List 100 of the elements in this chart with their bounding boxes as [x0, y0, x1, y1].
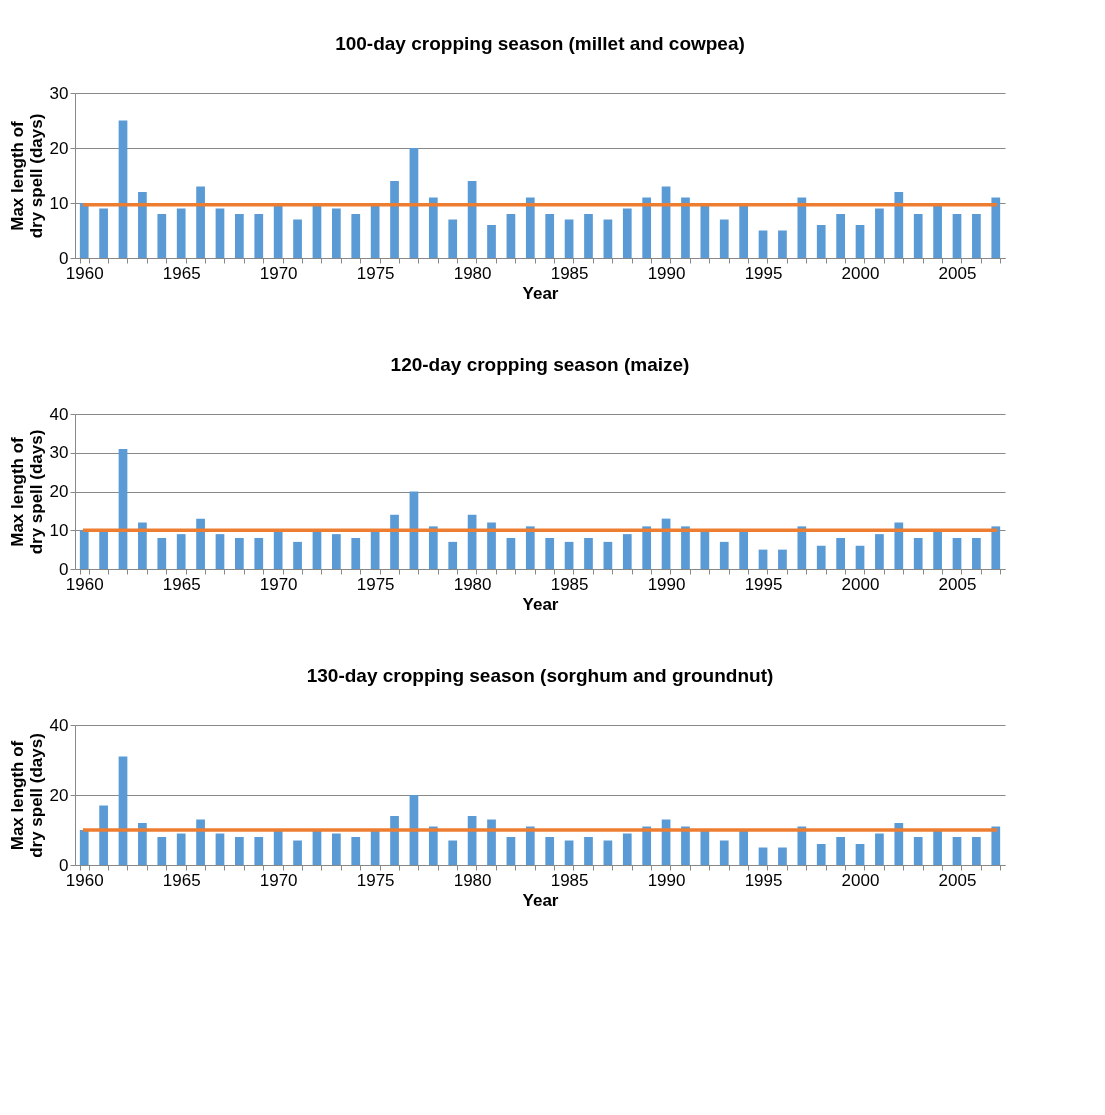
x-tick-label: 1980 — [453, 870, 492, 890]
bar — [622, 534, 632, 569]
x-tick-label: 1980 — [453, 263, 492, 283]
x-tick-label: 1990 — [647, 574, 686, 594]
x-tick-label: 1975 — [356, 263, 395, 283]
x-tick-label: 1975 — [356, 574, 395, 594]
x-tick-label: 1965 — [162, 263, 201, 283]
x-tick-label: 1970 — [259, 574, 298, 594]
bar — [254, 214, 264, 258]
bar — [700, 203, 710, 258]
x-axis-title: Year — [522, 890, 559, 910]
y-tick-label: 30 — [49, 83, 69, 103]
bar — [603, 541, 613, 569]
bar — [254, 538, 264, 569]
bar — [254, 837, 264, 865]
bar — [545, 538, 555, 569]
bar — [487, 522, 496, 569]
bar — [972, 214, 981, 258]
x-tick-label: 1990 — [647, 870, 686, 890]
bar — [952, 538, 962, 569]
x-tick-label: 2005 — [938, 574, 977, 594]
bar — [855, 545, 865, 569]
bar — [506, 837, 516, 865]
bar — [739, 830, 749, 865]
bar — [816, 225, 826, 258]
bar — [428, 526, 438, 569]
bar — [739, 203, 749, 258]
bar — [952, 214, 962, 258]
bar — [293, 840, 302, 865]
bar — [273, 203, 283, 258]
bar — [681, 526, 690, 569]
x-tick-label: 1995 — [744, 870, 783, 890]
y-axis-title: Max length of dry spell (days) — [7, 429, 46, 555]
bar — [564, 219, 574, 258]
bar — [331, 833, 341, 865]
bar — [875, 833, 884, 865]
bar — [351, 214, 361, 258]
bar — [448, 840, 458, 865]
bar — [487, 225, 496, 258]
bar — [176, 208, 186, 258]
bar — [273, 530, 283, 569]
bar — [622, 208, 632, 258]
x-tick-label: 1995 — [744, 574, 783, 594]
bar — [99, 208, 108, 258]
y-tick-label: 30 — [49, 443, 69, 463]
bar — [913, 837, 923, 865]
bar — [875, 534, 884, 569]
bar — [836, 837, 845, 865]
x-tick-label: 1985 — [550, 263, 589, 283]
x-tick-label: 1970 — [259, 870, 298, 890]
bar — [157, 837, 167, 865]
bar — [235, 837, 244, 865]
bar — [215, 208, 225, 258]
x-tick-label: 1995 — [744, 263, 783, 283]
x-tick-label: 2005 — [938, 870, 977, 890]
bar — [875, 208, 884, 258]
y-tick-label: 10 — [49, 520, 69, 540]
bar — [564, 541, 574, 569]
bar — [894, 823, 904, 865]
bar — [584, 837, 593, 865]
bar — [913, 538, 923, 569]
bar — [894, 522, 904, 569]
bar — [235, 214, 244, 258]
bar — [584, 214, 593, 258]
bar — [176, 833, 186, 865]
bar — [235, 538, 244, 569]
bar — [331, 534, 341, 569]
chart-title: 100-day cropping season (millet and cowpea) — [335, 33, 745, 54]
bar — [991, 526, 1001, 569]
bar — [758, 549, 768, 569]
bar — [972, 837, 981, 865]
bar — [622, 833, 632, 865]
bar — [390, 181, 399, 258]
y-tick-label: 20 — [49, 482, 69, 501]
bar — [545, 214, 555, 258]
bar — [816, 844, 826, 865]
bar — [952, 837, 962, 865]
bar — [778, 230, 787, 258]
bar — [370, 830, 380, 865]
bar — [99, 805, 108, 865]
bar — [719, 840, 729, 865]
bar — [603, 840, 613, 865]
bar — [816, 545, 826, 569]
bar — [719, 219, 729, 258]
bar — [855, 225, 865, 258]
x-tick-label: 1990 — [647, 263, 686, 283]
bar — [758, 230, 768, 258]
x-tick-label: 1985 — [550, 870, 589, 890]
bar — [933, 530, 942, 569]
x-tick-label: 1965 — [162, 574, 201, 594]
bar — [778, 549, 787, 569]
bar — [739, 530, 749, 569]
bar — [448, 219, 458, 258]
bar — [894, 192, 904, 258]
bar — [176, 534, 186, 569]
x-tick-label: 1970 — [259, 263, 298, 283]
bar — [525, 526, 535, 569]
bar — [972, 538, 981, 569]
bar — [487, 819, 496, 865]
bar — [700, 530, 710, 569]
